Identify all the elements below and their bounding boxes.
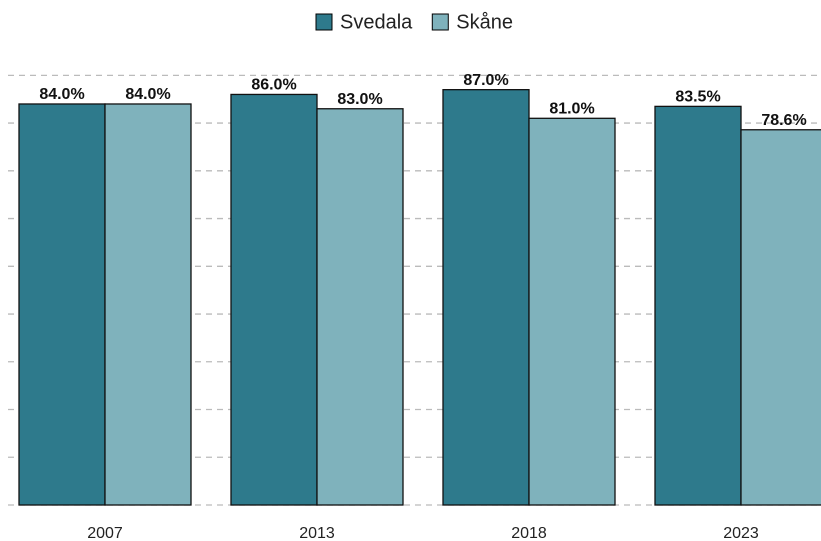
value-label: 81.0%: [549, 101, 594, 118]
bar: [104, 103, 192, 506]
value-label: 83.0%: [337, 91, 382, 108]
legend-swatch: [431, 13, 449, 31]
value-label: 78.6%: [761, 112, 806, 129]
value-label: 86.0%: [251, 77, 296, 94]
bar: [230, 93, 318, 506]
bar: [528, 117, 616, 506]
bar: [740, 129, 821, 506]
bar: [442, 89, 530, 506]
legend-label: Skåne: [456, 11, 513, 33]
x-tick-label: 2007: [87, 525, 123, 541]
x-tick-label: 2013: [299, 525, 335, 541]
value-label: 87.0%: [463, 72, 508, 89]
bar: [316, 108, 404, 506]
legend-label: Svedala: [340, 11, 413, 33]
legend-swatch: [315, 13, 333, 31]
bar: [18, 103, 106, 506]
value-label: 84.0%: [125, 86, 170, 103]
x-tick-label: 2023: [723, 525, 759, 541]
bar: [654, 105, 742, 506]
value-label: 83.5%: [675, 89, 720, 106]
value-label: 84.0%: [39, 86, 84, 103]
x-tick-label: 2018: [511, 525, 547, 541]
